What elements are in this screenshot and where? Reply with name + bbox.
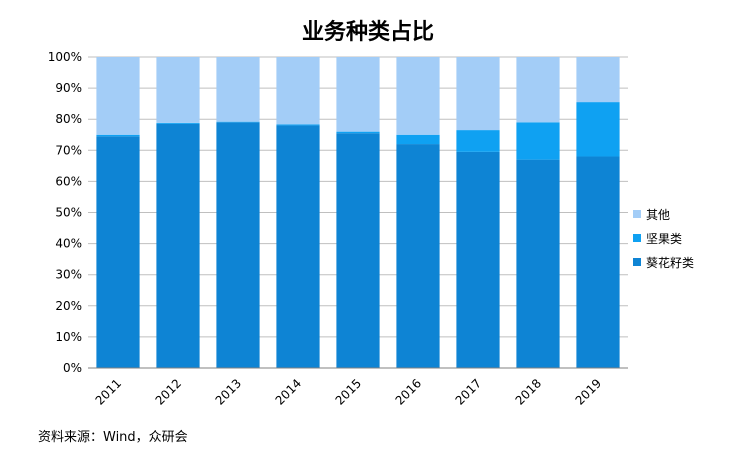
y-tick-label: 0% — [63, 361, 82, 375]
y-tick-label: 60% — [55, 174, 82, 188]
bar-segment — [216, 122, 260, 368]
x-tick-label: 2011 — [93, 376, 124, 407]
x-tick-label: 2018 — [513, 376, 544, 407]
legend-item: 其他 — [633, 202, 694, 226]
bar-segment — [156, 122, 200, 124]
bar-segment — [336, 133, 380, 368]
bar-segment — [216, 121, 260, 123]
y-tick-label: 20% — [55, 299, 82, 313]
x-tick-label: 2015 — [333, 376, 364, 407]
y-tick-label: 70% — [55, 143, 82, 157]
legend-item: 坚果类 — [633, 226, 694, 250]
bar-segment — [336, 131, 380, 134]
y-tick-label: 10% — [55, 330, 82, 344]
x-tick-label: 2017 — [453, 376, 484, 407]
y-tick-label: 30% — [55, 268, 82, 282]
bar-segment — [396, 144, 440, 368]
bar-segment — [456, 57, 500, 131]
bar-segment — [456, 151, 500, 368]
legend: 其他 坚果类 葵花籽类 — [633, 202, 694, 274]
x-tick-label: 2016 — [393, 376, 424, 407]
bar-segment — [96, 136, 140, 368]
x-axis: 2011 2012 2013 2014 2015 2016 2017 2018 2019 — [88, 367, 628, 408]
bar-segment — [576, 156, 620, 368]
bar-segment — [576, 57, 620, 103]
bar-segment — [96, 134, 140, 137]
legend-label: 其他 — [646, 207, 671, 222]
source-note: 资料来源：Wind，众研会 — [38, 430, 188, 445]
bar-segment — [516, 159, 560, 368]
y-tick-label: 40% — [55, 237, 82, 251]
bar-segment — [156, 123, 200, 369]
bar-segment — [96, 57, 140, 135]
x-tick-label: 2014 — [273, 376, 304, 407]
legend-swatch — [633, 234, 641, 242]
y-tick-label: 80% — [55, 112, 82, 126]
legend-swatch — [633, 210, 641, 218]
bar-segment — [276, 57, 320, 125]
legend-item: 葵花籽类 — [633, 250, 694, 274]
x-tick-label: 2012 — [153, 376, 184, 407]
y-tick-label: 90% — [55, 81, 82, 95]
bar-segment — [396, 134, 440, 145]
bars — [96, 57, 620, 369]
y-axis: 0% 10% 20% 30% 40% 50% 60% 70% 80% 90% 100% — [48, 50, 82, 375]
y-tick-label: 50% — [55, 206, 82, 220]
chart-title: 业务种类占比 — [301, 20, 434, 45]
bar-segment — [216, 57, 260, 122]
legend-swatch — [633, 258, 641, 266]
x-tick-label: 2013 — [213, 376, 244, 407]
bar-segment — [456, 130, 500, 152]
legend-label: 葵花籽类 — [646, 255, 695, 270]
x-tick-label: 2019 — [573, 376, 604, 407]
bar-segment — [156, 57, 200, 123]
bar-segment — [336, 57, 380, 132]
bar-segment — [516, 57, 560, 123]
bar-segment — [276, 124, 320, 126]
legend-label: 坚果类 — [646, 231, 683, 246]
bar-segment — [276, 125, 320, 368]
bar-segment — [576, 102, 620, 157]
y-tick-label: 100% — [48, 50, 82, 64]
bar-segment — [396, 57, 440, 135]
bar-segment — [516, 122, 560, 160]
